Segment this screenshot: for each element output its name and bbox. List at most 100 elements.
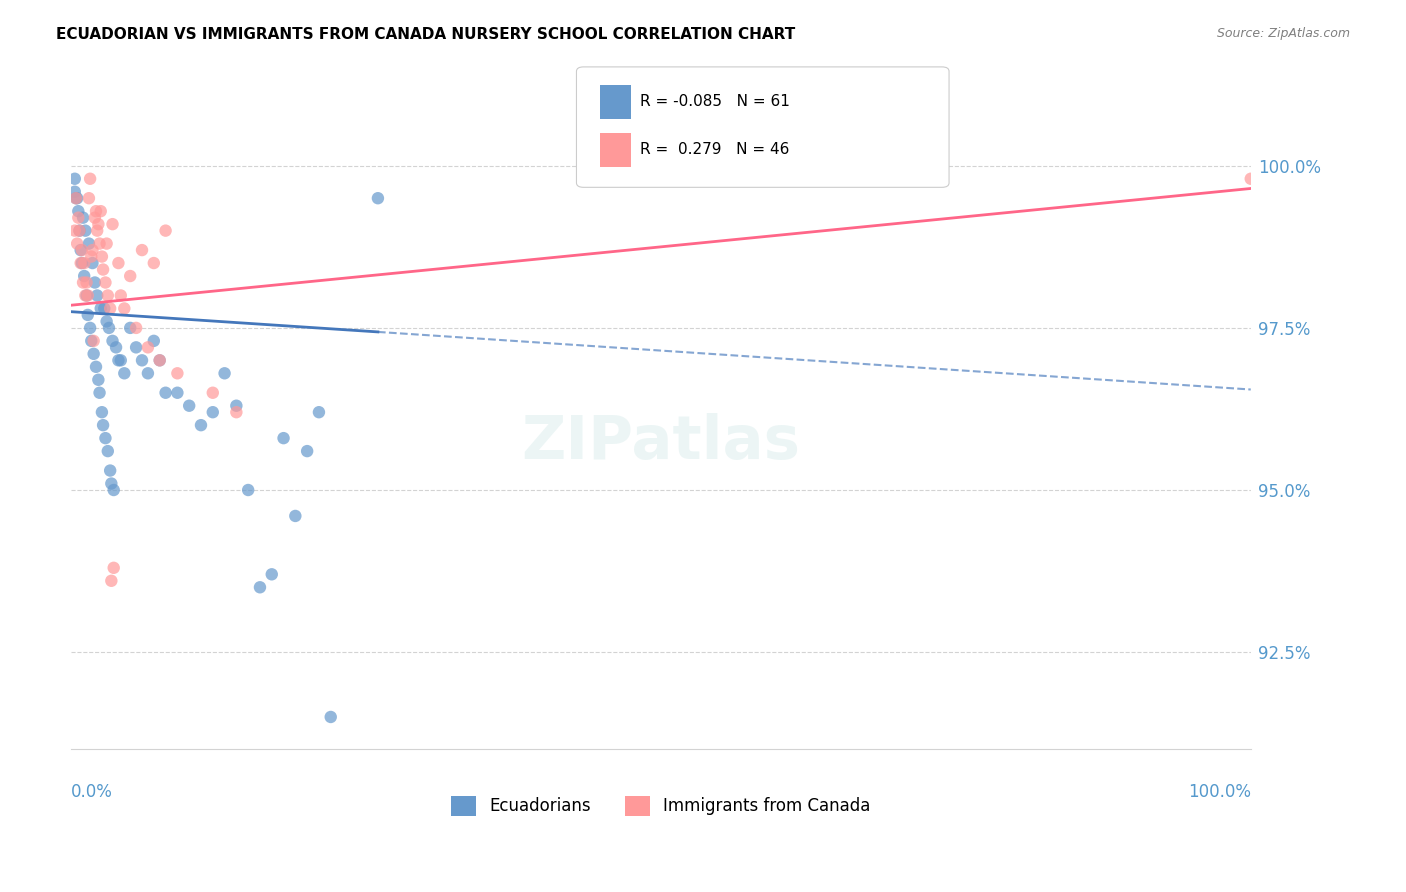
- Point: [66, 191, 89, 205]
- Text: ZIPatlas: ZIPatlas: [522, 414, 800, 473]
- Point: [136, 366, 159, 380]
- Point: [73, 268, 96, 283]
- Point: [260, 567, 283, 582]
- Point: [201, 385, 224, 400]
- Point: [97, 444, 120, 458]
- Point: [238, 483, 260, 497]
- Point: [155, 385, 177, 400]
- Point: [112, 366, 135, 380]
- Point: [89, 385, 111, 400]
- Point: [131, 353, 153, 368]
- Point: [82, 243, 104, 257]
- Point: [76, 276, 98, 290]
- Point: [97, 288, 120, 302]
- Point: [82, 256, 104, 270]
- Point: [190, 418, 212, 433]
- Point: [136, 340, 159, 354]
- Point: [100, 476, 122, 491]
- Point: [94, 276, 117, 290]
- Point: [201, 405, 224, 419]
- Point: [120, 321, 142, 335]
- Point: [69, 243, 91, 257]
- Point: [101, 217, 124, 231]
- Point: [89, 236, 111, 251]
- Point: [63, 171, 86, 186]
- Point: [225, 399, 247, 413]
- Point: [105, 340, 128, 354]
- Point: [73, 256, 96, 270]
- Text: R = -0.085   N = 61: R = -0.085 N = 61: [640, 95, 790, 109]
- Text: 100.0%: 100.0%: [1188, 783, 1251, 801]
- Point: [77, 236, 100, 251]
- Point: [249, 580, 271, 594]
- Point: [98, 321, 121, 335]
- Point: [91, 262, 114, 277]
- Point: [63, 185, 86, 199]
- Point: [155, 224, 177, 238]
- Text: R =  0.279   N = 46: R = 0.279 N = 46: [640, 143, 789, 157]
- Point: [166, 385, 188, 400]
- Point: [67, 211, 90, 225]
- Point: [83, 347, 105, 361]
- Point: [225, 405, 247, 419]
- Point: [98, 464, 121, 478]
- Point: [87, 217, 110, 231]
- Point: [110, 288, 132, 302]
- Point: [284, 508, 307, 523]
- Point: [98, 301, 121, 316]
- Point: [91, 418, 114, 433]
- Point: [79, 321, 101, 335]
- Point: [69, 256, 91, 270]
- Point: [76, 288, 98, 302]
- Point: [66, 236, 89, 251]
- Point: [1240, 171, 1263, 186]
- Point: [69, 224, 91, 238]
- Point: [149, 353, 172, 368]
- Point: [83, 334, 105, 348]
- Point: [80, 334, 103, 348]
- Text: ECUADORIAN VS IMMIGRANTS FROM CANADA NURSERY SCHOOL CORRELATION CHART: ECUADORIAN VS IMMIGRANTS FROM CANADA NUR…: [56, 27, 796, 42]
- Point: [94, 431, 117, 445]
- Point: [83, 276, 105, 290]
- Point: [93, 301, 115, 316]
- Point: [87, 373, 110, 387]
- Point: [131, 243, 153, 257]
- Point: [70, 243, 93, 257]
- Point: [107, 353, 129, 368]
- Point: [110, 353, 132, 368]
- Point: [80, 250, 103, 264]
- Point: [65, 191, 87, 205]
- Point: [76, 308, 98, 322]
- Point: [96, 314, 118, 328]
- Point: [101, 334, 124, 348]
- Point: [149, 353, 172, 368]
- Point: [90, 301, 112, 316]
- Point: [100, 574, 122, 588]
- Point: [308, 405, 330, 419]
- Text: Source: ZipAtlas.com: Source: ZipAtlas.com: [1216, 27, 1350, 40]
- Point: [214, 366, 236, 380]
- Point: [90, 250, 112, 264]
- Point: [90, 204, 112, 219]
- Point: [77, 191, 100, 205]
- Point: [273, 431, 295, 445]
- Point: [90, 405, 112, 419]
- Point: [86, 224, 108, 238]
- Point: [142, 256, 165, 270]
- Point: [103, 561, 125, 575]
- Point: [112, 301, 135, 316]
- Point: [79, 171, 101, 186]
- Point: [83, 211, 105, 225]
- Point: [84, 204, 107, 219]
- Point: [107, 256, 129, 270]
- Point: [120, 268, 142, 283]
- Point: [65, 191, 87, 205]
- Point: [75, 288, 97, 302]
- Point: [103, 483, 125, 497]
- Legend: Ecuadorians, Immigrants from Canada: Ecuadorians, Immigrants from Canada: [444, 789, 877, 822]
- Point: [319, 710, 342, 724]
- Point: [166, 366, 188, 380]
- Point: [72, 276, 94, 290]
- Point: [86, 288, 108, 302]
- Point: [67, 204, 90, 219]
